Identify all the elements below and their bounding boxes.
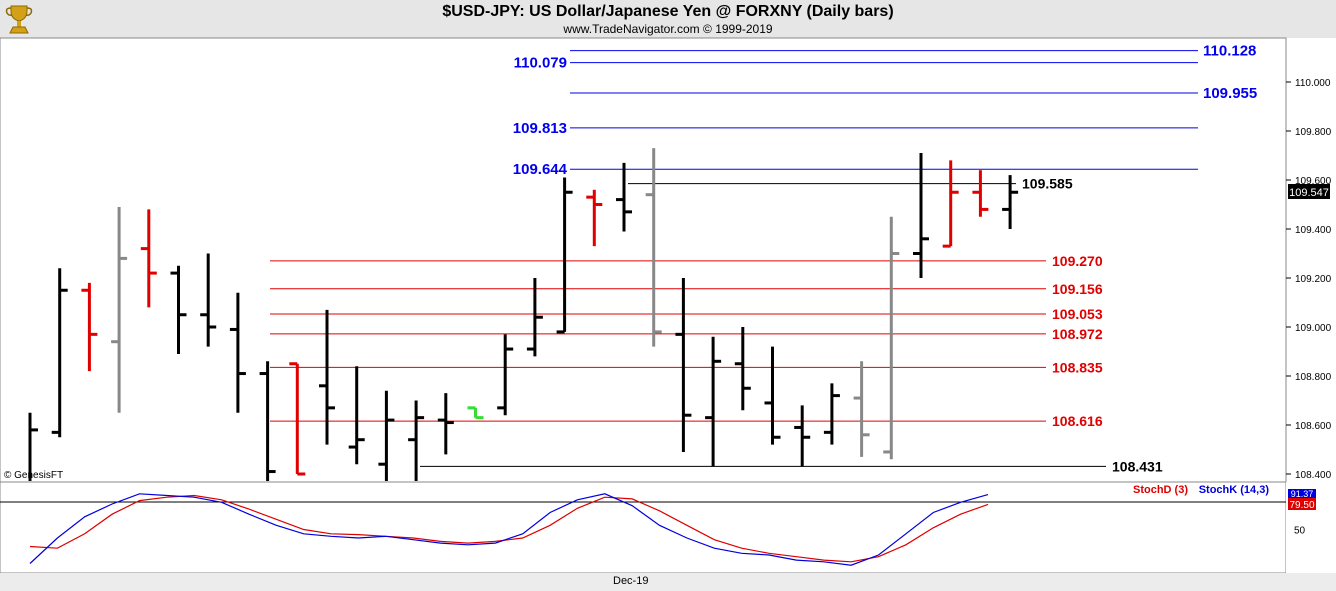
price-bar xyxy=(616,162,632,232)
price-axis xyxy=(1286,38,1336,482)
stoch-tick-label: 50 xyxy=(1294,526,1306,537)
x-axis-label: Dec-19 xyxy=(613,575,649,587)
tick-label: 109.200 xyxy=(1295,274,1332,285)
price-bar xyxy=(913,153,929,278)
level-label: 108.835 xyxy=(1052,359,1103,375)
level-label: 108.616 xyxy=(1052,413,1103,429)
level-label: 108.972 xyxy=(1052,326,1103,342)
price-bar xyxy=(794,405,811,467)
price-plot-area xyxy=(0,37,1287,483)
price-bar xyxy=(497,334,514,416)
price-bar xyxy=(853,361,870,457)
level-lines: 110.128 110.079 109.955 109.813 109.644 109.5… xyxy=(270,43,1257,474)
price-bars xyxy=(28,148,1019,481)
price-bar xyxy=(408,400,425,481)
level-label: 109.270 xyxy=(1052,253,1103,269)
stochd-last-value: 79.50 xyxy=(1289,500,1314,511)
tick-label: 109.400 xyxy=(1295,225,1332,236)
tick-label: 109.600 xyxy=(1295,176,1332,187)
chart-title: $USD-JPY: US Dollar/Japanese Yen @ FORXN… xyxy=(442,3,894,20)
tick-label: 108.600 xyxy=(1295,421,1332,432)
price-bar xyxy=(259,361,276,481)
price-bar xyxy=(823,383,840,445)
price-bar xyxy=(289,362,306,476)
price-bar xyxy=(972,170,989,217)
price-bar xyxy=(586,189,603,247)
level-label: 109.955 xyxy=(1203,85,1257,102)
price-bar xyxy=(526,278,543,357)
price-axis-ticks: 108.400 108.600 108.800 109.000 109.200 109.4… xyxy=(1286,78,1332,481)
level-label: 109.585 xyxy=(1022,176,1073,192)
stochastic-lines xyxy=(0,493,1286,566)
level-label: 109.644 xyxy=(513,161,568,178)
price-bar xyxy=(111,206,128,413)
last-price-marker: 109.547 xyxy=(1288,184,1330,199)
price-bar xyxy=(28,412,38,481)
level-label: 110.128 xyxy=(1203,43,1256,60)
price-bar xyxy=(705,336,722,467)
x-axis xyxy=(0,573,1336,591)
trophy-logo-icon xyxy=(5,5,33,34)
price-bar xyxy=(348,366,365,465)
price-bar xyxy=(319,309,335,445)
price-bar xyxy=(437,393,454,455)
price-bar xyxy=(170,265,187,354)
chart-subtitle: www.TradeNavigator.com © 1999-2019 xyxy=(563,22,773,36)
price-bar xyxy=(140,209,157,308)
level-label: 110.079 xyxy=(514,55,567,72)
price-bar xyxy=(734,327,751,411)
price-bar xyxy=(51,268,68,438)
stoch-axis-labels: 50 xyxy=(1294,526,1306,537)
price-bar xyxy=(883,216,900,460)
legend-stochk: StochK (14,3) xyxy=(1199,484,1270,496)
price-bar xyxy=(467,406,484,420)
stoch-series-line xyxy=(29,494,989,563)
price-bar xyxy=(764,346,781,445)
price-bar xyxy=(200,253,217,347)
tick-label: 108.400 xyxy=(1295,470,1332,481)
price-bar xyxy=(1002,175,1019,229)
credit-label: © GenesisFT xyxy=(4,470,63,481)
legend-stochd: StochD (3) xyxy=(1133,484,1188,496)
last-price-label: 109.547 xyxy=(1289,187,1329,199)
stochk-last-value: 91.37 xyxy=(1291,489,1314,499)
level-label: 108.431 xyxy=(1112,458,1163,474)
stoch-last-values: 91.37 79.50 xyxy=(1288,489,1316,511)
tick-label: 108.800 xyxy=(1295,372,1332,383)
price-bar xyxy=(675,278,692,452)
price-bar xyxy=(81,282,98,372)
price-bar xyxy=(942,160,959,248)
tick-label: 109.000 xyxy=(1295,323,1332,334)
price-bar xyxy=(229,292,246,413)
level-label: 109.053 xyxy=(1052,306,1103,322)
tick-label: 109.800 xyxy=(1295,127,1332,138)
level-label: 109.813 xyxy=(513,120,567,137)
title-bar: $USD-JPY: US Dollar/Japanese Yen @ FORXN… xyxy=(0,0,1336,38)
tick-label: 110.000 xyxy=(1295,78,1331,89)
price-bar xyxy=(645,148,662,347)
price-bar xyxy=(556,177,573,334)
price-bar xyxy=(378,390,395,481)
level-label: 109.156 xyxy=(1052,281,1103,297)
stoch-series-line xyxy=(29,493,989,566)
